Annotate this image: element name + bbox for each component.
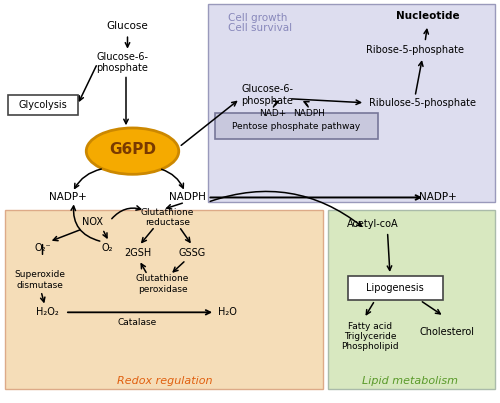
Text: NAD+: NAD+: [259, 109, 286, 118]
Text: Pentose phosphate pathway: Pentose phosphate pathway: [232, 122, 360, 131]
Text: Lipogenesis: Lipogenesis: [366, 283, 424, 293]
Text: Ribose-5-phosphate: Ribose-5-phosphate: [366, 46, 464, 55]
Text: Cell survival: Cell survival: [228, 23, 292, 33]
Text: Superoxide
dismutase: Superoxide dismutase: [14, 270, 66, 290]
Text: Redox regulation: Redox regulation: [117, 376, 213, 386]
Text: GSSG: GSSG: [179, 248, 206, 258]
Text: Cholesterol: Cholesterol: [420, 328, 475, 337]
FancyBboxPatch shape: [5, 210, 322, 389]
Text: NOX: NOX: [82, 217, 103, 226]
Text: H₂O: H₂O: [218, 307, 237, 317]
Text: Glutathione
peroxidase: Glutathione peroxidase: [136, 274, 189, 294]
FancyBboxPatch shape: [208, 4, 495, 202]
Text: NADPH: NADPH: [169, 193, 206, 202]
Text: O₂⁻: O₂⁻: [34, 243, 51, 253]
FancyBboxPatch shape: [8, 95, 78, 115]
Text: Glucose-6-
phosphate: Glucose-6- phosphate: [96, 52, 148, 73]
FancyBboxPatch shape: [348, 276, 442, 300]
Text: 2GSH: 2GSH: [124, 248, 151, 258]
Text: Glucose: Glucose: [106, 21, 148, 31]
Text: Catalase: Catalase: [118, 318, 157, 327]
Text: Fatty acid
Triglyceride
Phospholipid: Fatty acid Triglyceride Phospholipid: [341, 322, 399, 351]
Text: Nucleotide: Nucleotide: [396, 11, 460, 21]
Text: Ribulose-5-phosphate: Ribulose-5-phosphate: [369, 98, 476, 108]
Text: NADP+: NADP+: [418, 193, 457, 202]
Text: Glucose-6-
phosphate: Glucose-6- phosphate: [242, 84, 294, 106]
FancyBboxPatch shape: [328, 210, 495, 389]
Text: NADP+: NADP+: [48, 193, 86, 202]
Text: Glutathione
reductase: Glutathione reductase: [141, 208, 194, 227]
Text: Glycolysis: Glycolysis: [18, 100, 67, 110]
Text: H₂O₂: H₂O₂: [36, 307, 59, 317]
Text: Acetyl-coA: Acetyl-coA: [346, 219, 399, 229]
Text: G6PD: G6PD: [109, 142, 156, 158]
Ellipse shape: [86, 128, 179, 174]
Text: Lipid metabolism: Lipid metabolism: [362, 376, 458, 386]
FancyBboxPatch shape: [215, 113, 378, 139]
Text: Cell growth: Cell growth: [228, 13, 287, 23]
Text: NADPH: NADPH: [293, 109, 325, 118]
Text: O₂: O₂: [102, 243, 113, 253]
